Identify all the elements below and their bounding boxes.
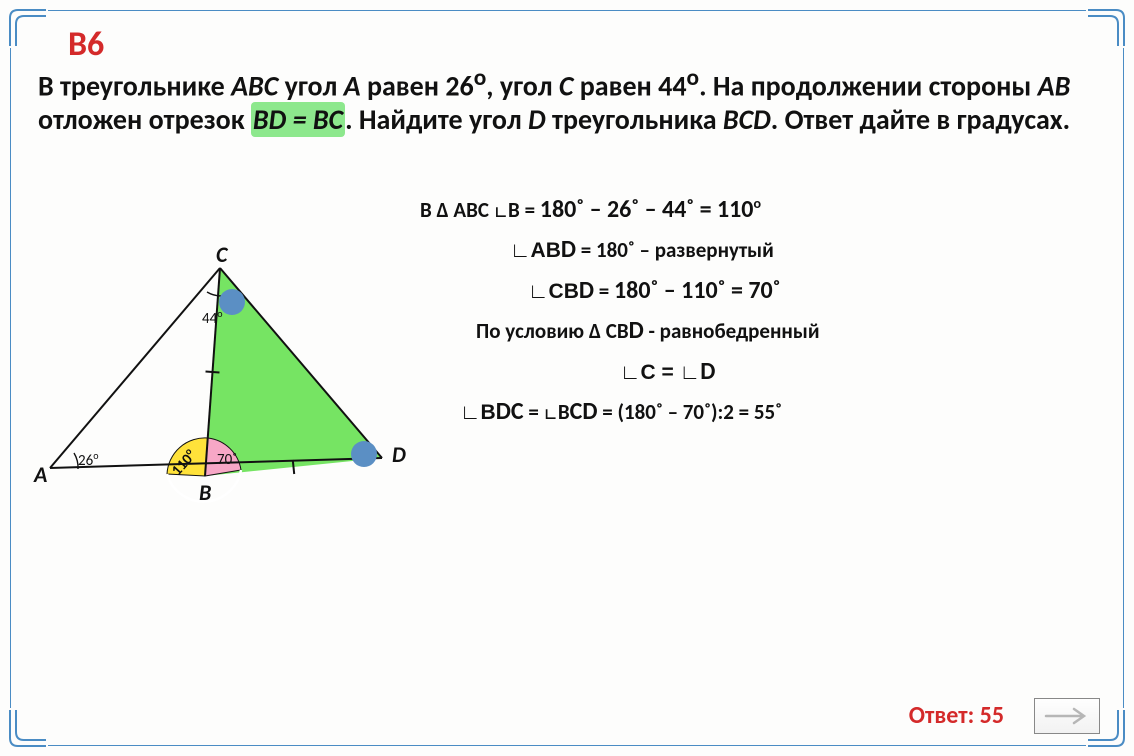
answer-label: Ответ: 55 xyxy=(909,701,1004,730)
svg-text:A: A xyxy=(33,461,47,488)
corner-tl xyxy=(4,4,48,48)
solution-steps: В Δ АВС ∟В = 180˚ – 26˚ – 44˚ = 110о ∟АВ… xyxy=(420,196,820,439)
next-slide-button[interactable] xyxy=(1034,698,1100,734)
step-2: ∟АВD = 180˚ – развернутый xyxy=(510,237,820,263)
svg-text:70˚: 70˚ xyxy=(217,451,237,469)
svg-text:C: C xyxy=(216,241,229,268)
triangle-diagram: ABCD26о44о70˚110о xyxy=(30,258,430,508)
corner-bl xyxy=(4,708,48,752)
step-4: По условию Δ СВD - равнобедренный xyxy=(476,318,820,344)
corner-tr xyxy=(1086,4,1130,48)
problem-text: В треугольнике АВС угол А равен 26о, уго… xyxy=(38,64,1096,138)
step-3: ∟СВD = 180˚ – 110˚ = 70˚ xyxy=(528,278,820,304)
step-6: ∟ВDС = ∟ВСD = (180˚ – 70˚):2 = 55˚ xyxy=(460,399,820,425)
step-1: В Δ АВС ∟В = 180˚ – 26˚ – 44˚ = 110о xyxy=(420,196,820,223)
task-number: B6 xyxy=(68,24,104,65)
svg-text:B: B xyxy=(199,479,211,506)
step-5: ∟С = ∟D xyxy=(620,359,820,385)
svg-text:D: D xyxy=(392,441,406,468)
